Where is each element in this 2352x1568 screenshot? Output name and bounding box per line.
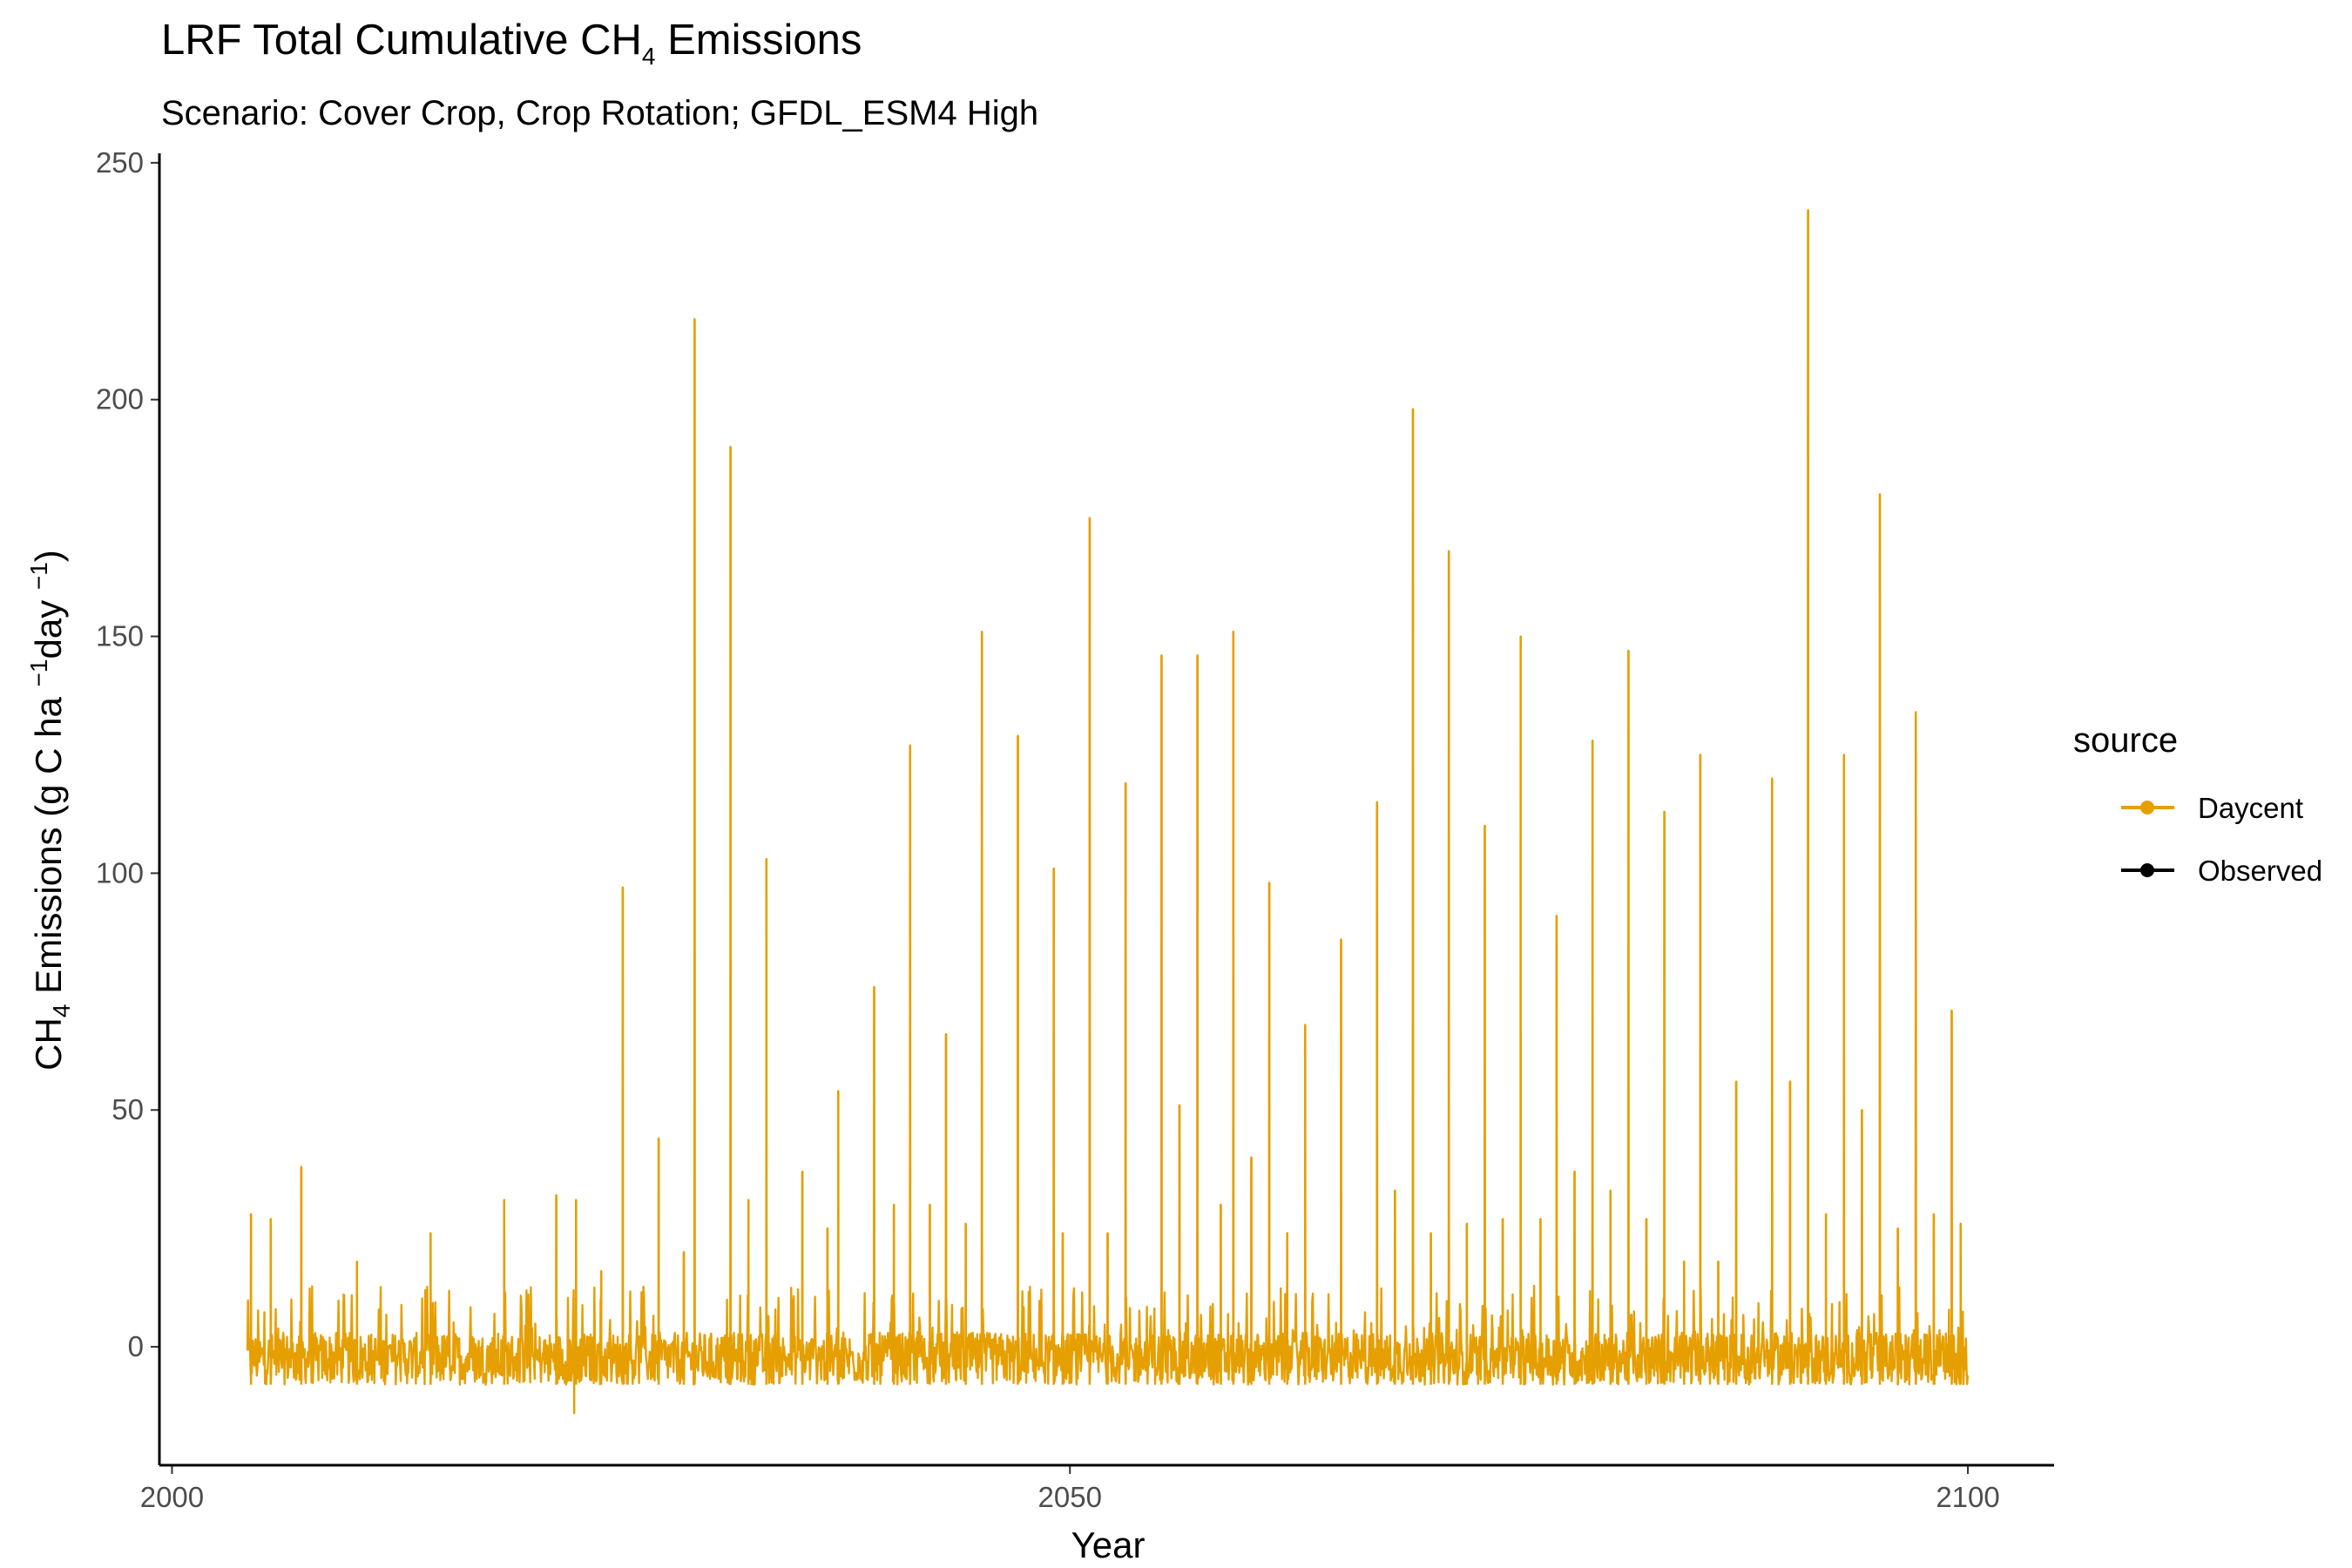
y-axis-title-part-d: )	[28, 550, 69, 562]
y-axis-title-part-b: Emissions (g C ha	[28, 686, 69, 1004]
x-tick-label: 2000	[140, 1481, 204, 1513]
legend: source Daycent Observed	[2073, 721, 2322, 887]
y-axis-title-superscript-1: −1	[25, 659, 52, 687]
x-axis-ticks: 2000 2050 2100	[140, 1465, 2000, 1513]
y-tick-label: 100	[96, 856, 144, 889]
y-tick-label: 200	[96, 383, 144, 416]
y-axis-title-superscript-2: −1	[25, 562, 52, 590]
x-axis-title: Year	[1071, 1524, 1146, 1565]
y-tick-label: 50	[112, 1093, 144, 1125]
y-axis-ticks: 0 50 100 150 200 250	[96, 146, 159, 1362]
y-axis-title-subscript: 4	[48, 1004, 75, 1018]
chart-title-subscript: 4	[642, 43, 656, 70]
legend-label-daycent: Daycent	[2198, 792, 2303, 824]
x-tick-label: 2100	[1936, 1481, 1999, 1513]
plot-area	[246, 209, 1970, 1415]
legend-item-observed: Observed	[2121, 855, 2322, 887]
y-axis-title: CH4 Emissions (g C ha −1day −1)	[25, 550, 75, 1071]
legend-key-point-observed	[2140, 863, 2154, 877]
chart-title-suffix: Emissions	[655, 17, 862, 64]
series-line-daycent	[246, 209, 1970, 1415]
legend-title: source	[2073, 721, 2178, 760]
legend-label-observed: Observed	[2198, 855, 2322, 887]
y-tick-label: 150	[96, 620, 144, 652]
chart-subtitle: Scenario: Cover Crop, Crop Rotation; GFD…	[161, 94, 1038, 132]
chart-title-prefix: LRF Total Cumulative CH	[161, 17, 642, 64]
y-tick-label: 0	[128, 1330, 144, 1362]
y-tick-label: 250	[96, 146, 144, 179]
x-tick-label: 2050	[1038, 1481, 1102, 1513]
legend-item-daycent: Daycent	[2121, 792, 2303, 824]
legend-key-point-daycent	[2140, 801, 2154, 814]
y-axis-title-part-c: day	[28, 590, 69, 659]
y-axis-title-part-a: CH	[28, 1017, 69, 1071]
chart-title: LRF Total Cumulative CH4 Emissions	[161, 17, 862, 70]
